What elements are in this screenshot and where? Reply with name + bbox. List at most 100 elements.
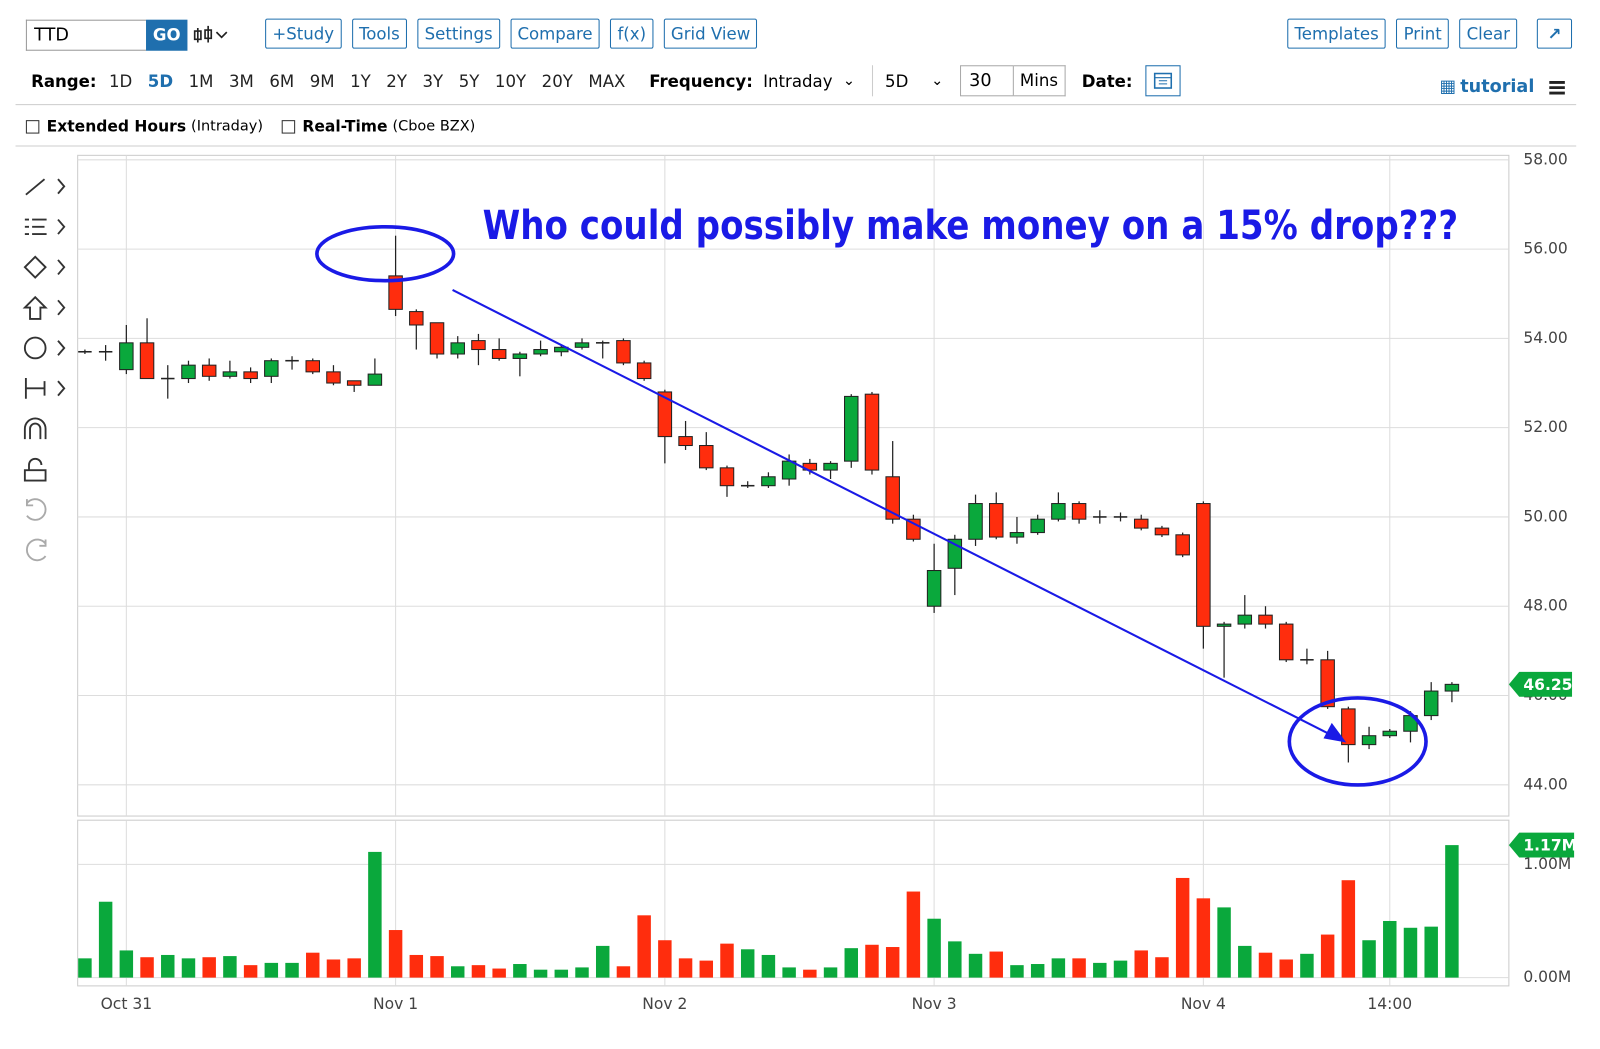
volume-bar	[968, 953, 983, 978]
candle-body	[326, 371, 341, 384]
range-option[interactable]: 1Y	[350, 70, 371, 91]
candle-body	[1133, 518, 1149, 529]
volume-bar	[803, 969, 817, 978]
toolbar-button[interactable]: Templates	[1287, 18, 1386, 49]
candle-body	[533, 349, 548, 355]
chart-type[interactable]	[187, 20, 233, 51]
range-option[interactable]: 1M	[188, 70, 214, 91]
drawing-tools	[22, 178, 66, 562]
tool-undo[interactable]	[25, 498, 47, 521]
x-tick-label: Nov 1	[373, 995, 418, 1013]
candle-body	[926, 569, 942, 607]
toolbar-button[interactable]: Print	[1396, 18, 1449, 49]
tool-lock[interactable]	[23, 457, 47, 482]
range-option[interactable]: 6M	[269, 70, 295, 91]
tool-line[interactable]	[25, 178, 66, 196]
y-tick-label: 44.00	[1523, 775, 1567, 793]
range-option[interactable]: MAX	[588, 70, 626, 91]
range-option[interactable]: 2Y	[386, 70, 407, 91]
range-option[interactable]: 20Y	[541, 70, 573, 91]
volume-bar	[782, 967, 796, 978]
candle-body	[450, 342, 465, 355]
period-select[interactable]: 5D	[885, 70, 909, 91]
y-tick-label: 54.00	[1523, 329, 1567, 347]
range-option[interactable]: 3M	[228, 70, 254, 91]
candle-body	[264, 360, 279, 377]
tool-shape[interactable]	[23, 255, 66, 279]
options: Extended Hours (Intraday) Real-Time (Cbo…	[25, 117, 475, 136]
volume-bar	[740, 949, 755, 978]
tool-magnet[interactable]	[23, 417, 47, 440]
checkbox[interactable]	[25, 119, 40, 134]
extended-hours[interactable]: Extended Hours	[46, 117, 187, 136]
candle-body	[346, 380, 362, 386]
y-tick-label: 56.00	[1523, 240, 1567, 258]
tool-measure[interactable]	[24, 377, 66, 399]
candle-body	[1382, 730, 1398, 737]
symbol-input[interactable]: TTD	[25, 19, 147, 51]
candle-body	[1258, 614, 1273, 625]
volume-bar	[616, 966, 631, 978]
range-option[interactable]: 3Y	[422, 70, 444, 91]
candle-body	[1175, 534, 1190, 556]
volume-bar	[140, 957, 154, 978]
toolbar-button[interactable]: +Study	[265, 18, 342, 49]
expand-button[interactable]: ↗	[1536, 18, 1573, 49]
tutorial-link[interactable]: ▦ tutorial ≡	[1439, 72, 1567, 101]
real-time[interactable]: Real-Time	[302, 117, 388, 136]
range-option[interactable]: 9M	[309, 70, 335, 91]
volume-bar	[865, 944, 879, 978]
candle-body	[1278, 623, 1294, 661]
toolbar-button[interactable]: Grid View	[663, 18, 758, 49]
menu-icon[interactable]: ≡	[1546, 72, 1568, 102]
candle-body	[1216, 623, 1232, 627]
candle-body	[409, 311, 424, 326]
volume-bar	[678, 958, 693, 978]
volume-bar	[595, 945, 610, 978]
volume-bar	[1320, 934, 1335, 978]
checkbox[interactable]	[281, 119, 296, 134]
range-option[interactable]: 1D	[108, 70, 133, 91]
range-option[interactable]: 10Y	[494, 70, 527, 91]
candle-body	[181, 364, 196, 380]
x-tick-label: Oct 31	[101, 995, 153, 1013]
tool-arrow[interactable]	[22, 295, 66, 320]
toolbar-button[interactable]: f(x)	[610, 18, 654, 49]
date-picker[interactable]	[1144, 65, 1181, 97]
interval-input[interactable]: 30	[959, 65, 1014, 97]
volume-bar	[1196, 898, 1211, 978]
volume-bar	[637, 915, 651, 978]
candle-body	[78, 350, 92, 353]
volume-bar	[347, 958, 361, 978]
volume-bar	[513, 964, 527, 978]
toolbar-button[interactable]: Tools	[351, 18, 408, 49]
tool-text-icon[interactable]	[23, 336, 47, 360]
symbol-box: TTD GO	[25, 19, 233, 51]
frequency-select[interactable]: Intraday	[763, 70, 833, 91]
toolbar-button[interactable]: Compare	[510, 18, 600, 49]
tutorial-text[interactable]: tutorial	[1460, 76, 1535, 98]
arrow-head	[1323, 722, 1347, 743]
candle-body	[636, 362, 652, 380]
range-option[interactable]: 5D	[147, 70, 174, 91]
candle-body	[823, 462, 838, 471]
date-label: Date:	[1081, 70, 1133, 91]
volume-bar	[948, 941, 962, 978]
range-option[interactable]: 5Y	[458, 70, 480, 91]
candle-body	[595, 342, 610, 344]
volume-bar	[927, 918, 941, 978]
range-list: 1D 5D 1M 3M 6M 9M 1Y 2Y 3Y 5Y 10Y 20Y MAX	[109, 71, 641, 91]
candle-body	[1444, 683, 1460, 692]
candle-body	[471, 340, 486, 351]
x-tick-label: 14:00	[1367, 995, 1412, 1013]
toolbar-button[interactable]: Clear	[1459, 18, 1518, 49]
tool-text[interactable]	[57, 340, 66, 356]
toolbar-button[interactable]: Settings	[417, 18, 500, 49]
last-price-tag	[1508, 671, 1573, 697]
volume-bar	[264, 962, 279, 978]
go-button[interactable]: GO	[146, 19, 188, 51]
volume-bar	[223, 956, 237, 978]
tool-fib[interactable]	[24, 218, 66, 235]
tool-redo[interactable]	[26, 538, 47, 562]
